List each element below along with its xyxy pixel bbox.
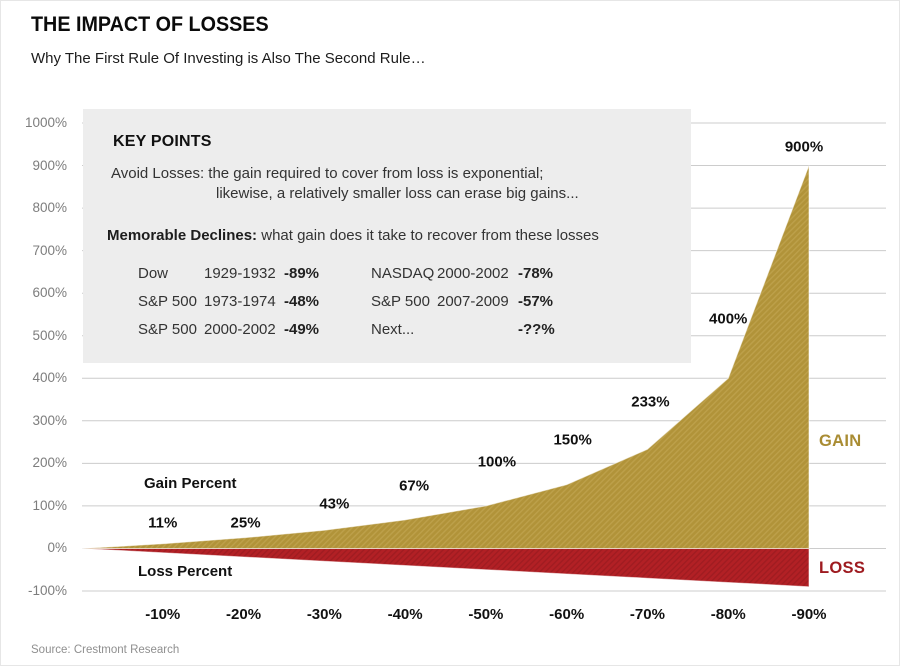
- decline-period: [437, 321, 518, 338]
- decline-row: S&P 500 1973-1974 -48%: [138, 293, 319, 310]
- decline-name: S&P 500: [138, 293, 197, 310]
- decline-decline: -89%: [284, 265, 320, 282]
- declines-table-right: NASDAQ 2000-2002 -78% S&P 500 2007-2009 -57% N…: [371, 265, 555, 349]
- decline-row: S&P 500 2000-2002 -49%: [138, 321, 319, 338]
- decline-decline: -78%: [518, 265, 554, 282]
- declines-table-left: Dow 1929-1932 -89% S&P 500 1973-1974 -48% S&P …: [138, 265, 319, 349]
- decline-period: 1929-1932: [204, 265, 276, 282]
- decline-name: NASDAQ: [371, 265, 435, 282]
- key-points-line2: likewise, a relatively smaller loss can …: [216, 185, 579, 202]
- decline-name: S&P 500: [371, 293, 430, 310]
- decline-decline: -48%: [284, 293, 320, 310]
- memorable-declines-lead: Memorable Declines:: [107, 227, 258, 244]
- page-subtitle: Why The First Rule Of Investing is Also …: [31, 50, 426, 67]
- key-points-box: KEY POINTS Avoid Losses: the gain requir…: [83, 109, 691, 363]
- decline-period: 2000-2002: [204, 321, 276, 338]
- decline-decline: -??%: [518, 321, 555, 338]
- decline-name: Dow: [138, 265, 169, 282]
- decline-row: Next... -??%: [371, 321, 555, 338]
- memorable-declines-rest: what gain does it take to recover from t…: [257, 227, 599, 244]
- page-title: THE IMPACT OF LOSSES: [31, 13, 269, 36]
- decline-decline: -57%: [518, 293, 554, 310]
- decline-row: S&P 500 2007-2009 -57%: [371, 293, 555, 310]
- decline-decline: -49%: [284, 321, 320, 338]
- gain-area: [81, 165, 810, 549]
- decline-period: 1973-1974: [204, 293, 276, 310]
- decline-period: 2000-2002: [437, 265, 509, 282]
- decline-name: S&P 500: [138, 321, 197, 338]
- source-note: Source: Crestmont Research: [31, 644, 180, 656]
- memorable-declines-line: Memorable Declines: what gain does it ta…: [107, 227, 599, 244]
- decline-period: 2007-2009: [437, 293, 509, 310]
- loss-area: [81, 548, 810, 588]
- decline-name: Next...: [371, 321, 415, 338]
- decline-row: Dow 1929-1932 -89%: [138, 265, 319, 282]
- decline-row: NASDAQ 2000-2002 -78%: [371, 265, 555, 282]
- key-points-heading: KEY POINTS: [113, 133, 212, 150]
- key-points-line1: Avoid Losses: the gain required to cover…: [111, 165, 544, 182]
